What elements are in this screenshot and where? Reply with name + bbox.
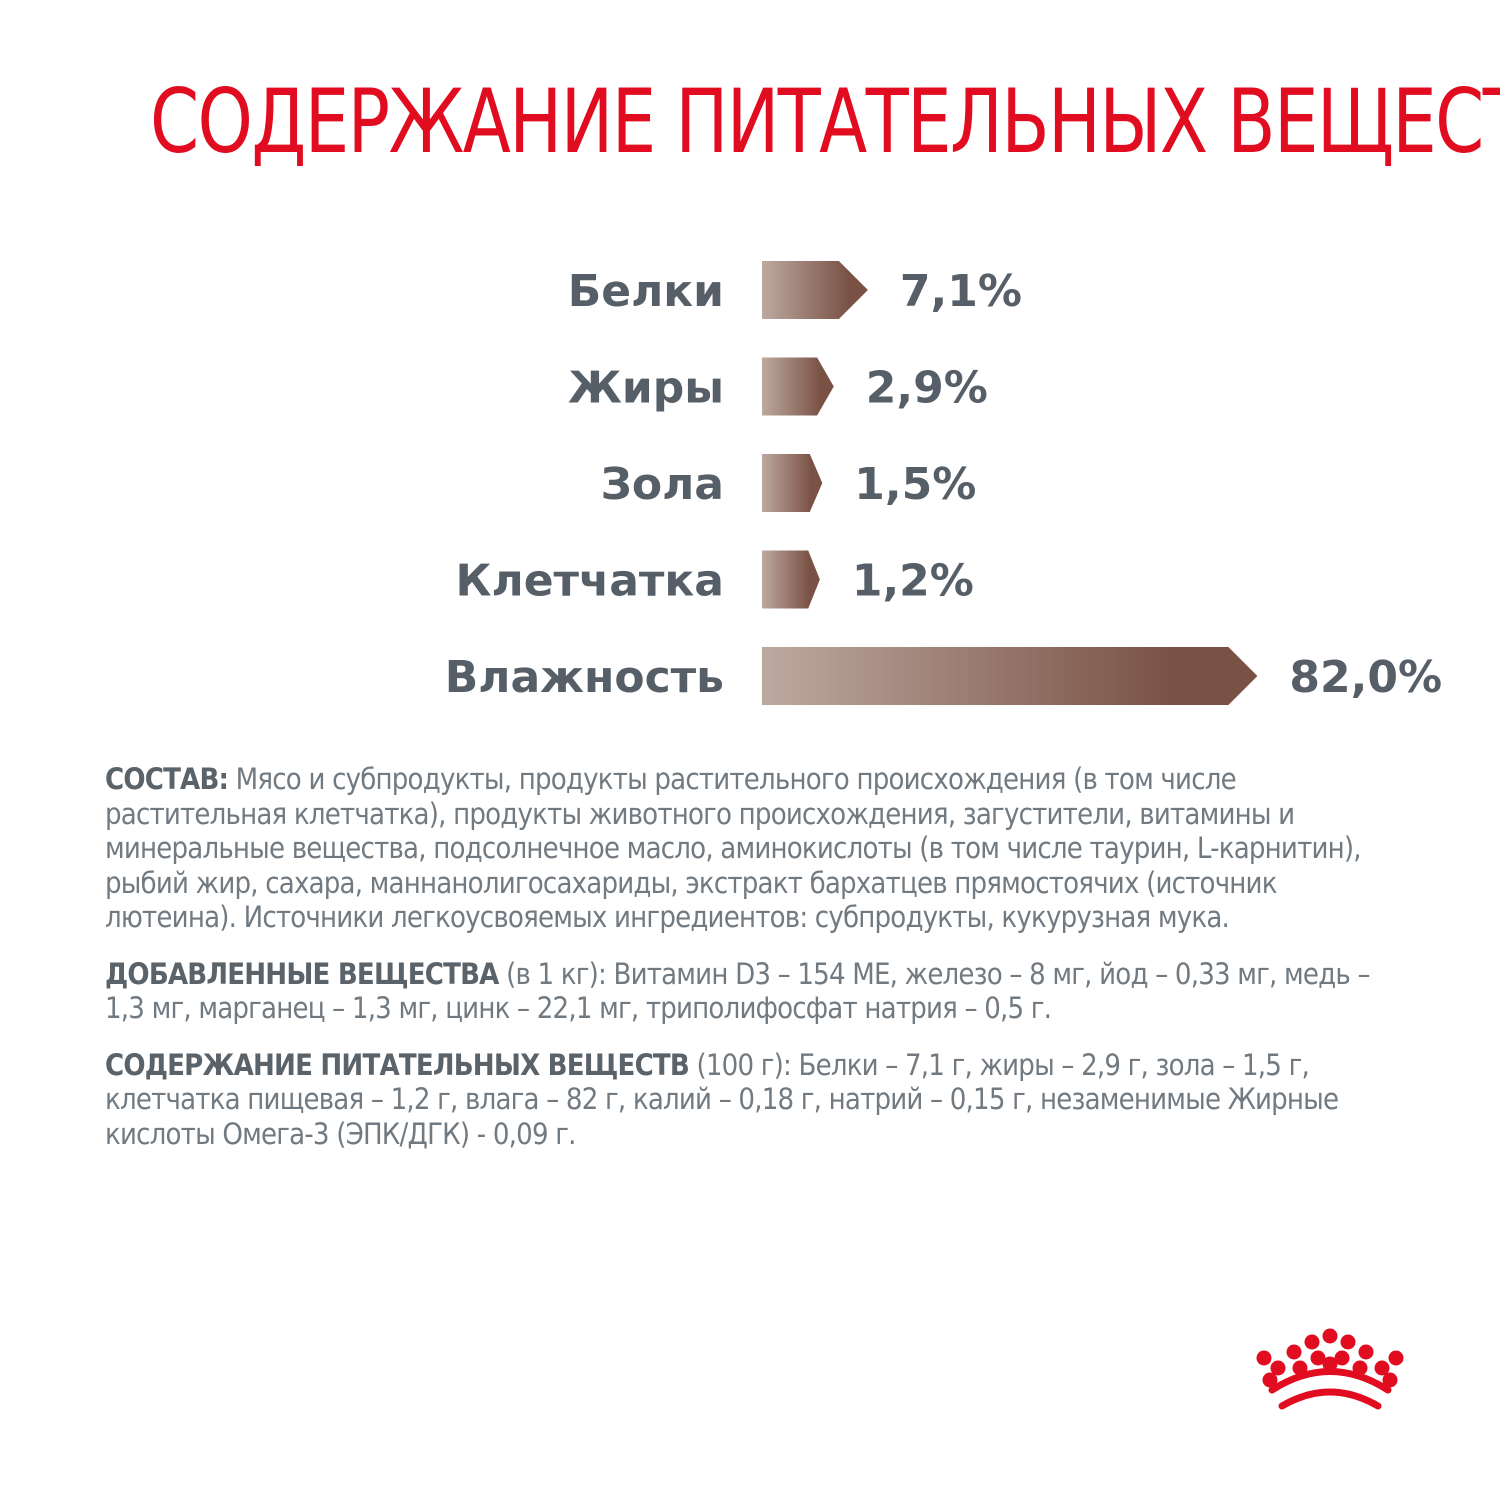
additives-label: ДОБАВЛЕННЫЕ ВЕЩЕСТВА bbox=[105, 956, 499, 991]
description-block: СОСТАВ: Мясо и субпродукты, продукты рас… bbox=[105, 762, 1405, 1173]
composition-text: Мясо и субпродукты, продукты растительно… bbox=[105, 762, 1362, 934]
composition-label: СОСТАВ: bbox=[105, 762, 229, 796]
nutrients-text: (100 г): Белки – 7,1 г, жиры – 2,9 г, зо… bbox=[105, 1047, 1339, 1151]
logo-dot bbox=[1270, 1360, 1286, 1376]
category-label: Зола bbox=[601, 459, 724, 510]
logo-dot bbox=[1322, 1328, 1338, 1344]
value-label: 82,0% bbox=[1289, 652, 1442, 703]
category-label: Клетчатка bbox=[456, 556, 725, 607]
category-label: Влажность bbox=[445, 652, 724, 703]
logo-dot bbox=[1340, 1334, 1356, 1350]
bar-5 bbox=[762, 647, 1258, 705]
logo-dot bbox=[1382, 1372, 1398, 1388]
logo-dot bbox=[1256, 1350, 1272, 1366]
logo-dot bbox=[1310, 1350, 1326, 1366]
bar-4 bbox=[762, 550, 820, 609]
nutrients-paragraph: СОДЕРЖАНИЕ ПИТАТЕЛЬНЫХ ВЕЩЕСТВ (100 г): … bbox=[105, 1048, 1405, 1152]
logo-dot bbox=[1388, 1350, 1404, 1366]
value-label: 1,5% bbox=[854, 459, 976, 510]
additives-paragraph: ДОБАВЛЕННЫЕ ВЕЩЕСТВА (в 1 кг): Витамин D… bbox=[105, 957, 1405, 1026]
bar-1 bbox=[762, 261, 868, 319]
logo-dot bbox=[1286, 1344, 1302, 1360]
bar-3 bbox=[762, 454, 823, 512]
logo-dot bbox=[1304, 1334, 1320, 1350]
composition-paragraph: СОСТАВ: Мясо и субпродукты, продукты рас… bbox=[105, 762, 1405, 935]
category-label: Белки bbox=[568, 266, 724, 317]
nutrient-bar-chart: Белки 7,1% Жиры 2,9% Зола 1,5% Клетчатка 1,2% Вл… bbox=[445, 261, 1442, 705]
nutrients-label: СОДЕРЖАНИЕ ПИТАТЕЛЬНЫХ ВЕЩЕСТВ bbox=[105, 1047, 690, 1082]
category-label: Жиры bbox=[568, 363, 724, 414]
page-title: СОДЕРЖАНИЕ ПИТАТЕЛЬНЫХ ВЕЩЕСТВ bbox=[150, 70, 1500, 173]
logo-dot bbox=[1374, 1360, 1390, 1376]
logo-dot bbox=[1358, 1344, 1374, 1360]
logo-dot bbox=[1262, 1372, 1278, 1388]
value-label: 2,9% bbox=[866, 363, 988, 414]
value-label: 7,1% bbox=[900, 266, 1022, 317]
logo-dot bbox=[1322, 1356, 1338, 1372]
value-label: 1,2% bbox=[852, 556, 974, 607]
additives-text: (в 1 кг): Витамин D3 – 154 МЕ, железо – … bbox=[105, 956, 1371, 1026]
logo-dot bbox=[1334, 1350, 1350, 1366]
crown-logo-icon bbox=[1256, 1328, 1404, 1410]
bar-2 bbox=[762, 357, 834, 416]
